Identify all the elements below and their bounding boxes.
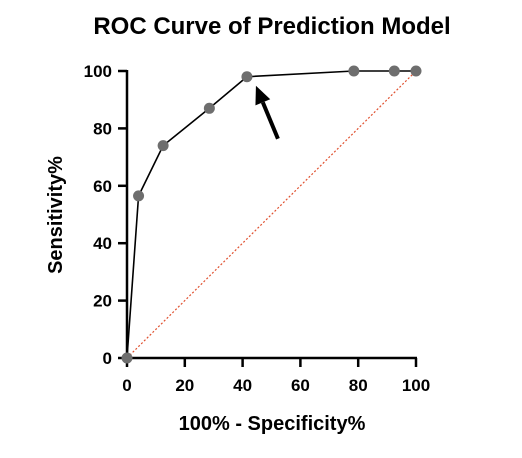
x-tick-label: 0 [122,376,131,395]
reference-line [126,70,417,359]
y-tick-label: 80 [93,119,112,138]
roc-point [241,71,253,83]
axes-layer: 0 20 40 60 80 100 0 20 40 60 80 100 [84,62,431,395]
reference-layer [126,70,417,359]
roc-point [133,190,145,202]
roc-point [121,352,133,364]
y-tick-label: 20 [93,292,112,311]
x-tick-label: 100 [402,376,430,395]
roc-point [203,102,215,114]
x-tick-label: 60 [291,376,310,395]
roc-curve-line [126,70,416,359]
y-tick-label: 0 [103,349,112,368]
y-tick-label: 60 [93,177,112,196]
arrow-head [255,85,271,106]
annotation-layer [255,85,280,140]
roc-point [348,65,360,77]
roc-point [410,65,422,77]
x-tick-label: 80 [349,376,368,395]
y-tick-label: 40 [93,234,112,253]
chart-title: ROC Curve of Prediction Model [93,13,450,40]
roc-point [388,65,400,77]
x-tick-label: 20 [175,376,194,395]
y-axis-label: Sensitivity% [45,156,67,274]
y-tick-label: 100 [84,62,112,81]
roc-point [157,140,169,152]
x-tick-label: 40 [233,376,252,395]
arrow-shaft [260,101,280,140]
series-layer [121,65,422,364]
x-axis-label: 100% - Specificity% [179,413,366,435]
